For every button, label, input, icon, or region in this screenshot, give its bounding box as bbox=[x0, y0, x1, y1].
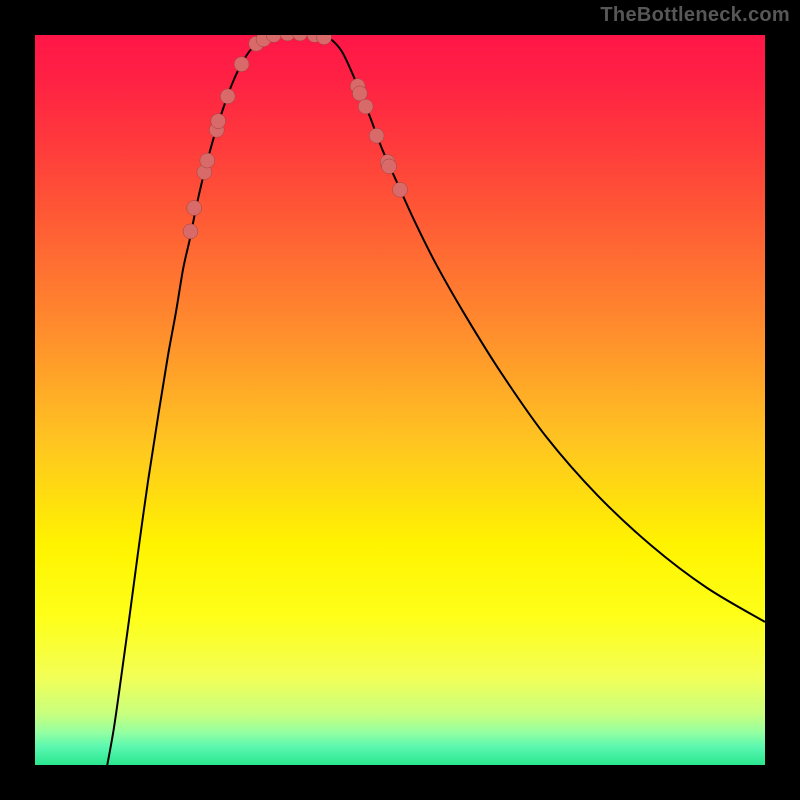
chart-svg bbox=[35, 35, 765, 765]
chart-container: TheBottleneck.com bbox=[0, 0, 800, 800]
data-marker bbox=[234, 57, 249, 72]
watermark-label: TheBottleneck.com bbox=[600, 4, 790, 27]
data-marker bbox=[352, 86, 367, 101]
data-marker bbox=[211, 114, 226, 129]
data-marker bbox=[358, 99, 373, 114]
data-marker bbox=[183, 224, 198, 239]
data-marker bbox=[220, 89, 235, 104]
data-marker bbox=[393, 182, 408, 197]
plot-area bbox=[35, 35, 765, 765]
gradient-background bbox=[35, 35, 765, 765]
data-marker bbox=[382, 159, 397, 174]
data-marker bbox=[187, 201, 202, 216]
data-marker bbox=[200, 153, 215, 168]
data-marker bbox=[369, 128, 384, 143]
